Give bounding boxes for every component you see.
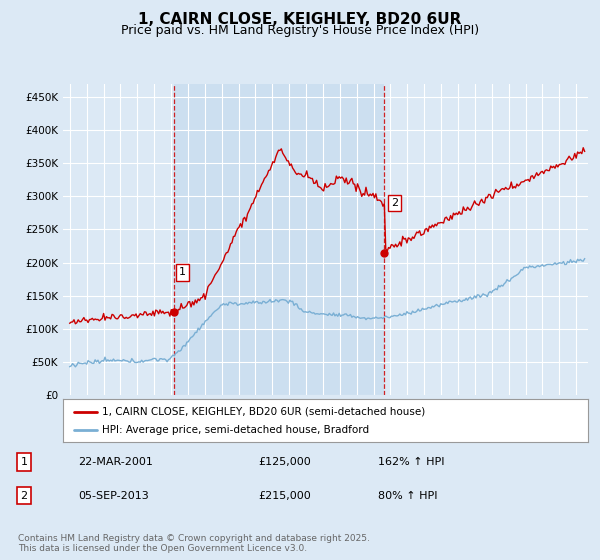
Text: Price paid vs. HM Land Registry's House Price Index (HPI): Price paid vs. HM Land Registry's House …	[121, 24, 479, 37]
Text: 1: 1	[20, 457, 28, 467]
Text: 1, CAIRN CLOSE, KEIGHLEY, BD20 6UR (semi-detached house): 1, CAIRN CLOSE, KEIGHLEY, BD20 6UR (semi…	[103, 407, 425, 417]
Text: 2: 2	[20, 491, 28, 501]
Text: 162% ↑ HPI: 162% ↑ HPI	[378, 457, 445, 467]
Text: 80% ↑ HPI: 80% ↑ HPI	[378, 491, 437, 501]
Text: Contains HM Land Registry data © Crown copyright and database right 2025.
This d: Contains HM Land Registry data © Crown c…	[18, 534, 370, 553]
Text: 2: 2	[391, 198, 398, 208]
Text: £125,000: £125,000	[258, 457, 311, 467]
Text: HPI: Average price, semi-detached house, Bradford: HPI: Average price, semi-detached house,…	[103, 425, 370, 435]
Text: £215,000: £215,000	[258, 491, 311, 501]
Text: 22-MAR-2001: 22-MAR-2001	[78, 457, 153, 467]
Text: 1, CAIRN CLOSE, KEIGHLEY, BD20 6UR: 1, CAIRN CLOSE, KEIGHLEY, BD20 6UR	[139, 12, 461, 27]
Text: 1: 1	[179, 268, 186, 277]
Bar	[174, 84, 385, 395]
Text: 05-SEP-2013: 05-SEP-2013	[78, 491, 149, 501]
